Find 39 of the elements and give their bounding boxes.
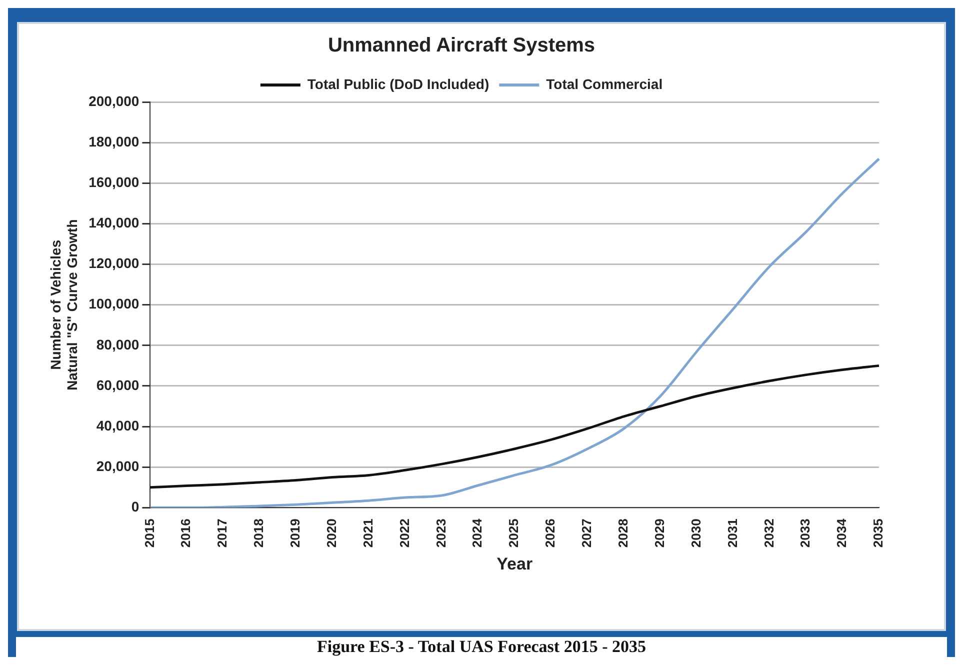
x-tick-label: 2027 [579, 518, 594, 548]
chart-title: Unmanned Aircraft Systems [328, 34, 596, 57]
x-axis-title: Year [496, 554, 533, 574]
x-tick-label: 2016 [178, 518, 194, 548]
x-tick-label: 2030 [688, 518, 704, 548]
y-tick-label: 200,000 [88, 92, 140, 109]
x-tick-label: 2028 [616, 518, 630, 548]
y-tick-label: 40,000 [96, 417, 140, 434]
x-tick-label: 2021 [360, 518, 376, 548]
x-tick-label: 2035 [870, 518, 886, 548]
y-tick-label: 160,000 [88, 174, 140, 190]
y-tick-label: 60,000 [96, 376, 140, 393]
x-tick-label: 2018 [251, 518, 266, 548]
x-tick-label: 2019 [288, 518, 303, 548]
x-tick-label: 2020 [324, 518, 339, 548]
y-tick-label: 140,000 [88, 214, 140, 231]
x-tick-label: 2025 [506, 518, 522, 548]
x-tick-label: 2029 [652, 518, 667, 548]
y-tick-label: 20,000 [96, 458, 140, 474]
line-series [148, 364, 880, 489]
y-tick-label: 80,000 [96, 336, 140, 352]
x-tick-label: 2024 [470, 518, 485, 548]
legend-label: Total Public (DoD Included) [307, 76, 490, 92]
y-axis-title: Number of Vehicles Natural "S" Curve Growth [47, 219, 80, 390]
y-tick-label: 120,000 [88, 255, 140, 272]
x-tick-label: 2023 [433, 518, 448, 548]
legend-label: Total Commercial [546, 76, 663, 92]
y-tick-label: 0 [131, 498, 140, 515]
x-tick-label: 2034 [834, 518, 850, 548]
y-tick-label: 180,000 [88, 133, 140, 150]
x-tick-label: 2022 [396, 518, 412, 548]
y-tick-label: 100,000 [88, 296, 140, 312]
x-tick-label: 2031 [724, 518, 740, 548]
text: Figure ES-3 - Total UAS Forecast 2015 - 2035 [16, 637, 947, 657]
x-tick-label: 2026 [542, 518, 558, 548]
x-tick-label: 2017 [214, 518, 230, 548]
x-tick-label: 2032 [761, 518, 776, 548]
x-tick-label: 2033 [798, 518, 813, 548]
x-tick-label: 2015 [142, 518, 157, 548]
